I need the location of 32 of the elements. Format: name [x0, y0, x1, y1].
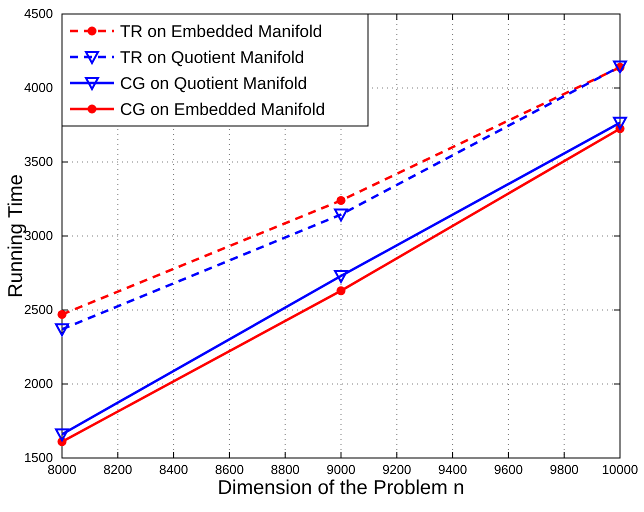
y-tick-label: 1500	[24, 450, 53, 465]
x-tick-label: 8000	[48, 462, 76, 477]
point	[613, 60, 627, 74]
x-axis-title: Dimension of the Problem n	[218, 477, 464, 499]
point	[58, 310, 66, 319]
y-axis-title: Running Time	[5, 174, 27, 298]
point	[334, 208, 348, 222]
x-tick-label: 9200	[382, 462, 412, 477]
x-tick-label: 9400	[438, 462, 468, 477]
legend-label: TR on Embedded Manifold	[120, 22, 322, 41]
point	[55, 323, 69, 336]
y-tick-label: 4500	[24, 6, 53, 21]
x-tick-label: 10000	[602, 462, 638, 477]
x-tick-label: 8200	[103, 462, 132, 477]
point	[336, 196, 346, 205]
point	[55, 428, 69, 442]
point	[334, 270, 348, 283]
x-tick-label: 8400	[159, 462, 188, 477]
y-tick-label: 3500	[24, 154, 53, 169]
x-tick-label: 9600	[494, 462, 523, 477]
legend-label: CG on Quotient Manifold	[120, 74, 308, 93]
y-tick-label: 4000	[24, 80, 53, 95]
x-tick-label: 8600	[214, 462, 244, 477]
point	[336, 286, 346, 296]
legend-label: TR on Quotient Manifold	[120, 48, 304, 67]
x-tick-label: 8800	[270, 462, 300, 477]
point	[613, 116, 627, 130]
y-tick-label: 2500	[24, 302, 53, 317]
legend-label: CG on Embedded Manifold	[120, 100, 326, 119]
x-tick-label: 9000	[326, 462, 356, 477]
x-tick-label: 9800	[550, 462, 579, 477]
y-tick-label: 2000	[24, 376, 53, 391]
